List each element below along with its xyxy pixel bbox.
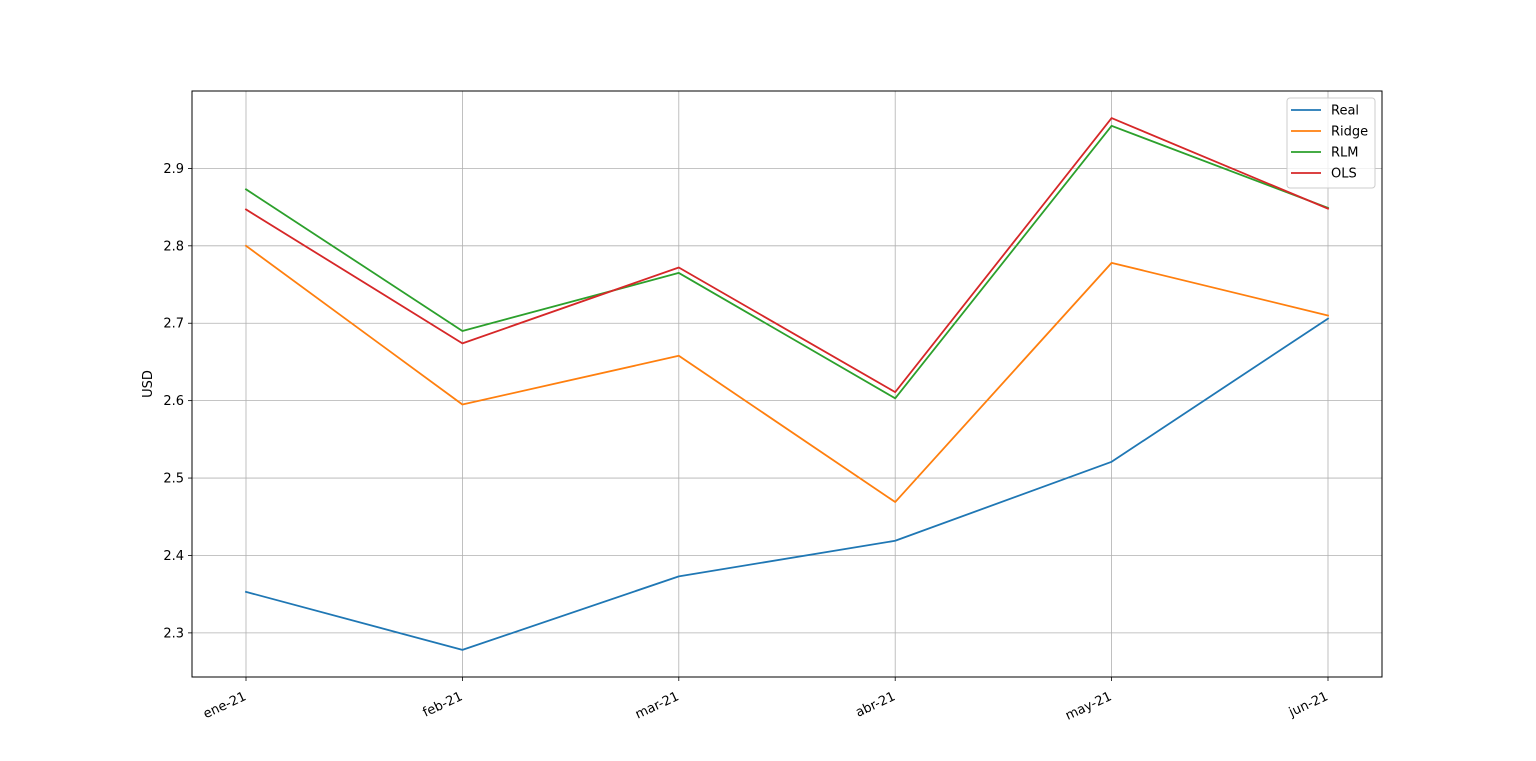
- legend-box: [1286, 97, 1376, 189]
- series-line-real: [244, 317, 1330, 651]
- x-tick-label: ene-21: [201, 689, 249, 722]
- series-ridge: [244, 244, 1330, 503]
- legend-label: RLM: [1331, 146, 1359, 161]
- series-rlm: [244, 124, 1330, 400]
- legend-label: Ridge: [1331, 125, 1368, 140]
- plot-area-frame: [191, 90, 1383, 678]
- y-tick-label: 2.9: [163, 162, 184, 177]
- series-line-ridge: [244, 244, 1330, 503]
- y-tick-label: 2.6: [163, 394, 184, 409]
- series-line-ols: [244, 117, 1330, 394]
- y-tick-label: 2.8: [163, 239, 184, 254]
- y-tick-label: 2.3: [163, 626, 184, 641]
- y-tick-label: 2.4: [163, 549, 184, 564]
- y-tick-label: 2.7: [163, 317, 184, 332]
- grid: [192, 91, 1382, 677]
- series-real: [244, 317, 1330, 651]
- legend: Real Ridge RLM OLS: [1286, 97, 1376, 189]
- x-tick-label: abr-21: [853, 689, 897, 720]
- series-ols: [244, 117, 1330, 394]
- x-tick-label: mar-21: [633, 689, 681, 722]
- series-lines: [244, 117, 1330, 651]
- x-tick-label: may-21: [1063, 689, 1114, 723]
- legend-label: OLS: [1331, 167, 1357, 182]
- series-line-rlm: [244, 124, 1330, 400]
- y-tick-label: 2.5: [163, 472, 184, 487]
- y-axis-label: USD: [141, 370, 156, 398]
- x-tick-label: jun-21: [1286, 689, 1331, 720]
- legend-label: Real: [1331, 104, 1359, 119]
- x-tick-label: feb-21: [421, 689, 465, 720]
